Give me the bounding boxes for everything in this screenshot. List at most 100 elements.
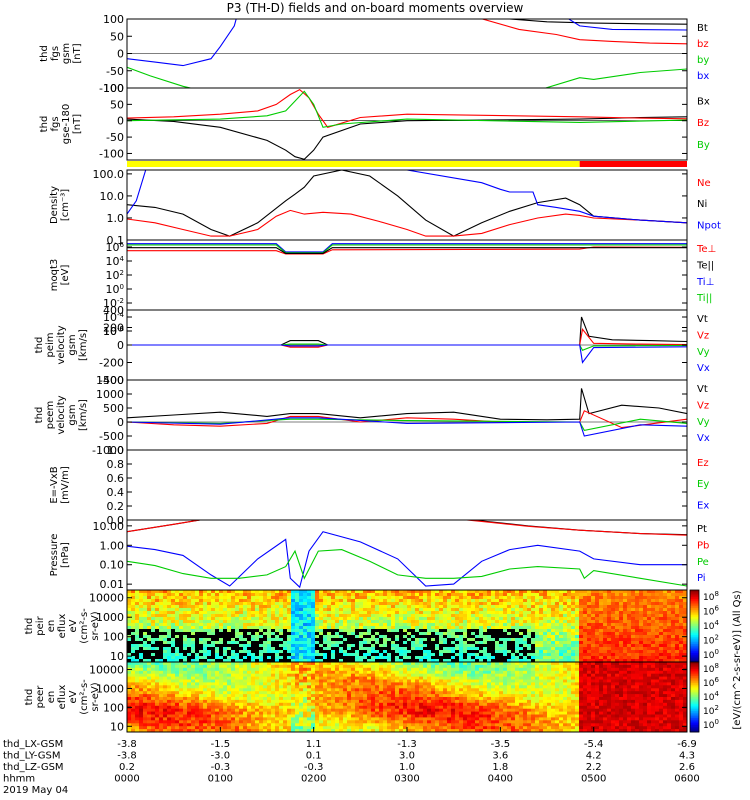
spectrogram-cell <box>219 608 224 612</box>
spectrogram-cell <box>311 679 316 683</box>
spectrogram-cell <box>279 602 284 606</box>
spectrogram-cell <box>203 647 208 651</box>
spectrogram-cell <box>627 596 632 600</box>
spectrogram-cell <box>267 593 272 597</box>
spectrogram-cell <box>507 596 512 600</box>
spectrogram-cell <box>351 626 356 630</box>
spectrogram-cell <box>527 596 532 600</box>
spectrogram-cell <box>323 670 328 675</box>
spectrogram-cell <box>211 694 216 698</box>
spectrogram-cell <box>443 623 448 627</box>
spectrogram-cell <box>267 635 272 639</box>
spectrogram-cell <box>327 638 332 642</box>
spectrogram-cell <box>399 608 404 612</box>
spectrogram-cell <box>619 596 624 600</box>
spectrogram-cell <box>143 641 148 645</box>
spectrogram-cell <box>359 590 364 594</box>
spectrogram-cell <box>199 729 204 732</box>
spectrogram-cell <box>127 641 132 645</box>
spectrogram-cell <box>343 694 348 698</box>
spectrogram-cell <box>131 617 136 621</box>
spectrogram-cell <box>287 697 292 701</box>
spectrogram-cell <box>303 602 308 606</box>
spectrogram-cell <box>131 638 136 642</box>
spectrogram-cell <box>271 590 276 594</box>
spectrogram-cell <box>463 596 468 600</box>
spectrogram-cell <box>267 656 272 660</box>
spectrogram-cell <box>483 638 488 642</box>
spectrogram-cell <box>195 697 200 701</box>
spectrogram-cell <box>451 602 456 606</box>
spectrogram-cell <box>563 638 568 642</box>
spectrogram-cell <box>407 599 412 603</box>
spectrogram-cell <box>547 602 552 606</box>
spectrogram-cell <box>251 708 256 712</box>
spectrogram-cell <box>283 705 288 710</box>
y-tick-label: 50 <box>110 98 124 111</box>
spectrogram-cell <box>147 608 152 612</box>
spectrogram-cell <box>235 679 240 683</box>
spectrogram-cell <box>183 644 188 648</box>
spectrogram-cell <box>131 667 136 672</box>
spectrogram-cell <box>531 620 536 624</box>
spectrogram-cell <box>147 726 152 730</box>
spectrogram-cell <box>295 656 300 660</box>
spectrogram-cell <box>127 614 132 618</box>
spectrogram-cell <box>175 653 180 657</box>
spectrogram-cell <box>195 593 200 597</box>
spectrogram-cell <box>151 602 156 606</box>
spectrogram-cell <box>519 653 524 657</box>
spectrogram-cell <box>279 593 284 597</box>
spectrogram-cell <box>227 656 232 660</box>
spectrogram-cell <box>259 697 264 701</box>
spectrogram-cell <box>195 590 200 594</box>
spectrogram-cell <box>131 714 136 718</box>
spectrogram-cell <box>555 602 560 606</box>
spectrogram-cell <box>155 611 160 615</box>
spectrogram-cell <box>143 679 148 683</box>
spectrogram-cell <box>147 614 152 618</box>
spectrogram-cell <box>603 590 608 594</box>
spectrogram-cell <box>551 596 556 600</box>
colorbar-cell <box>690 626 699 629</box>
y-tick-label: 0.01 <box>100 578 125 591</box>
spectrogram-cell <box>223 614 228 618</box>
spectrogram-cell <box>651 632 656 636</box>
spectrogram-cell <box>167 602 172 606</box>
spectrogram-cell <box>567 602 572 606</box>
spectrogram-cell <box>411 590 416 594</box>
spectrogram-cell <box>239 614 244 618</box>
spectrogram-cell <box>163 608 168 612</box>
spectrogram-cell <box>635 602 640 606</box>
spectrogram-cell <box>647 626 652 630</box>
spectrogram-cell <box>431 590 436 594</box>
spectrogram-cell <box>391 623 396 627</box>
spectrogram-cell <box>195 676 200 680</box>
spectrogram-cell <box>339 638 344 642</box>
spectrogram-cell <box>375 596 380 600</box>
spectrogram-cell <box>371 659 376 662</box>
spectrogram-cell <box>139 676 144 680</box>
spectrogram-cell <box>639 638 644 642</box>
spectrogram-cell <box>531 590 536 594</box>
spectrogram-cell <box>227 602 232 606</box>
y-tick-label: 100.0 <box>93 168 125 181</box>
spectrogram-cell <box>439 641 444 645</box>
spectrogram-cell <box>375 611 380 615</box>
spectrogram-cell <box>155 638 160 642</box>
spectrogram-cell <box>251 650 256 654</box>
spectrogram-cell <box>651 650 656 654</box>
spectrogram-cell <box>451 656 456 660</box>
spectrogram-cell <box>627 590 632 594</box>
spectrogram-cell <box>259 694 264 698</box>
spectrogram-cell <box>279 664 284 669</box>
spectrogram-cell <box>627 659 632 662</box>
spectrogram-cell <box>391 599 396 603</box>
spectrogram-cell <box>359 599 364 603</box>
spectrogram-cell <box>151 705 156 710</box>
spectrogram-cell <box>175 620 180 624</box>
spectrogram-cell <box>571 617 576 621</box>
spectrogram-cell <box>211 614 216 618</box>
spectrogram-cell <box>591 617 596 621</box>
spectrogram-cell <box>127 638 132 642</box>
